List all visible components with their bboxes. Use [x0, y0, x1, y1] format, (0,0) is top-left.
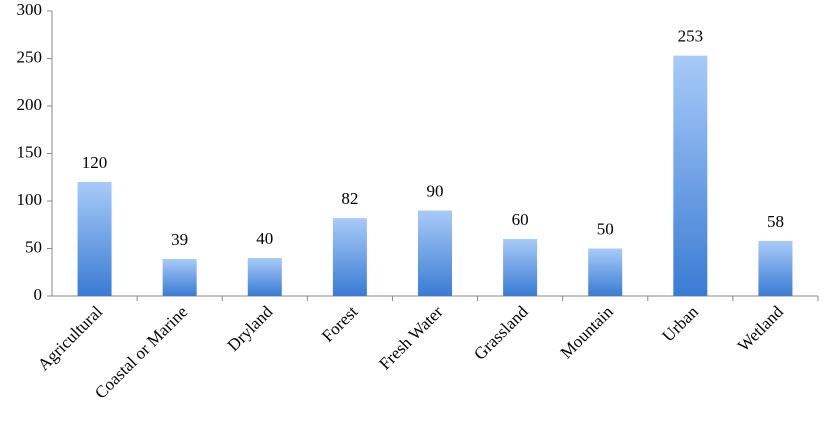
y-tick-label: 200 [17, 95, 43, 114]
bar [332, 218, 367, 296]
y-tick-label: 150 [17, 142, 43, 161]
x-tick-label: Wetland [734, 302, 788, 356]
bar [247, 258, 282, 296]
bar [673, 55, 708, 297]
x-tick-label: Fresh Water [375, 302, 447, 374]
bar [588, 248, 623, 296]
x-tick-label: Forest [318, 302, 362, 346]
x-tick-label: Mountain [557, 302, 618, 363]
x-tick-label: Dryland [224, 302, 277, 355]
y-tick-label: 0 [34, 285, 43, 304]
x-tick-label: Urban [658, 302, 702, 346]
data-label: 120 [82, 153, 108, 172]
data-label: 58 [767, 212, 784, 231]
y-tick-label: 300 [17, 0, 43, 19]
bar [162, 258, 197, 296]
y-tick-label: 250 [17, 47, 43, 66]
bar [503, 239, 538, 296]
x-tick-label: Coastal or Marine [91, 302, 191, 402]
data-label: 90 [427, 181, 444, 200]
x-tick-label: Agricultural [34, 302, 106, 374]
y-tick-label: 100 [17, 190, 43, 209]
y-tick-label: 50 [25, 237, 42, 256]
bar [418, 210, 452, 296]
x-tick-label: Grassland [470, 302, 532, 364]
data-label: 60 [512, 210, 529, 229]
data-label: 50 [597, 219, 614, 238]
bar [758, 240, 793, 296]
data-label: 40 [256, 229, 273, 248]
data-label: 253 [678, 27, 704, 46]
bar [77, 182, 112, 296]
data-label: 39 [171, 230, 188, 249]
data-label: 82 [341, 189, 358, 208]
